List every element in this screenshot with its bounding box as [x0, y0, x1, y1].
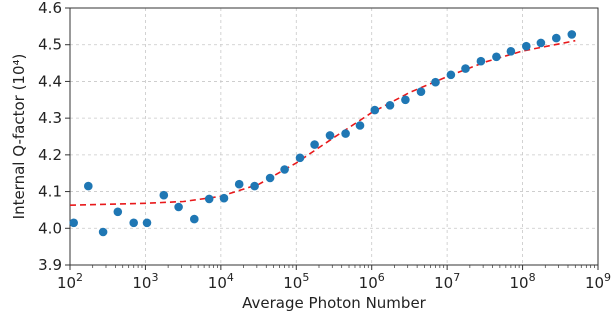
fit-curve-layer — [69, 39, 576, 206]
data-point — [385, 101, 395, 110]
ticks: 102 103 104 105 106 107 108 109 3.9 4.0 4.1 4.2 4.3 4… — [38, 0, 611, 292]
x-tick-label: 109 — [585, 271, 611, 292]
data-point — [341, 129, 350, 138]
data-point — [84, 181, 93, 191]
y-tick-label: 4.5 — [38, 36, 62, 54]
fit-curve — [69, 39, 576, 206]
data-point — [476, 56, 486, 66]
x-tick-label: 103 — [132, 271, 158, 292]
data-point — [174, 202, 183, 212]
data-point — [506, 47, 516, 56]
data-point — [69, 218, 78, 228]
data-point — [536, 38, 546, 48]
x-tick-label: 107 — [434, 271, 460, 292]
x-tick-label: 105 — [283, 271, 309, 292]
data-point — [234, 179, 244, 189]
data-point — [159, 190, 169, 200]
data-point — [219, 193, 229, 203]
data-point — [295, 153, 305, 163]
data-point — [250, 181, 259, 191]
data-point — [431, 77, 440, 87]
data-point — [522, 41, 531, 51]
data-point — [142, 218, 152, 228]
data-point — [280, 165, 289, 174]
x-tick-label: 102 — [57, 271, 83, 292]
y-axis-label: Internal Q-factor (10⁴) — [10, 54, 28, 220]
data-point — [190, 214, 199, 224]
plot-frame — [69, 7, 599, 266]
data-point — [129, 218, 138, 228]
data-point — [355, 121, 365, 130]
data-point — [446, 70, 456, 80]
x-tick-label: 108 — [510, 271, 536, 292]
data-point — [567, 30, 577, 39]
data-point — [310, 140, 319, 149]
y-tick-label: 4.2 — [38, 146, 62, 164]
data-point — [552, 33, 561, 43]
x-axis-label: Average Photon Number — [242, 294, 427, 312]
data-point — [265, 173, 275, 183]
data-point — [416, 87, 426, 96]
y-tick-label: 4.3 — [38, 109, 62, 127]
y-tick-label: 4.1 — [38, 183, 62, 201]
data-point — [113, 207, 123, 217]
plot-border — [69, 7, 599, 266]
y-tick-label: 4.0 — [38, 219, 62, 237]
data-points-layer — [69, 30, 577, 237]
data-point — [401, 95, 410, 105]
data-point — [370, 105, 380, 115]
data-point — [325, 131, 335, 140]
data-point — [461, 64, 470, 73]
data-point — [204, 194, 214, 204]
y-tick-label: 4.4 — [38, 72, 62, 90]
data-point — [98, 227, 108, 237]
y-tick-label: 3.9 — [38, 256, 62, 274]
x-tick-label: 106 — [359, 271, 385, 292]
y-tick-label: 4.6 — [38, 0, 62, 17]
data-point — [492, 52, 501, 62]
x-tick-label: 104 — [208, 271, 234, 292]
